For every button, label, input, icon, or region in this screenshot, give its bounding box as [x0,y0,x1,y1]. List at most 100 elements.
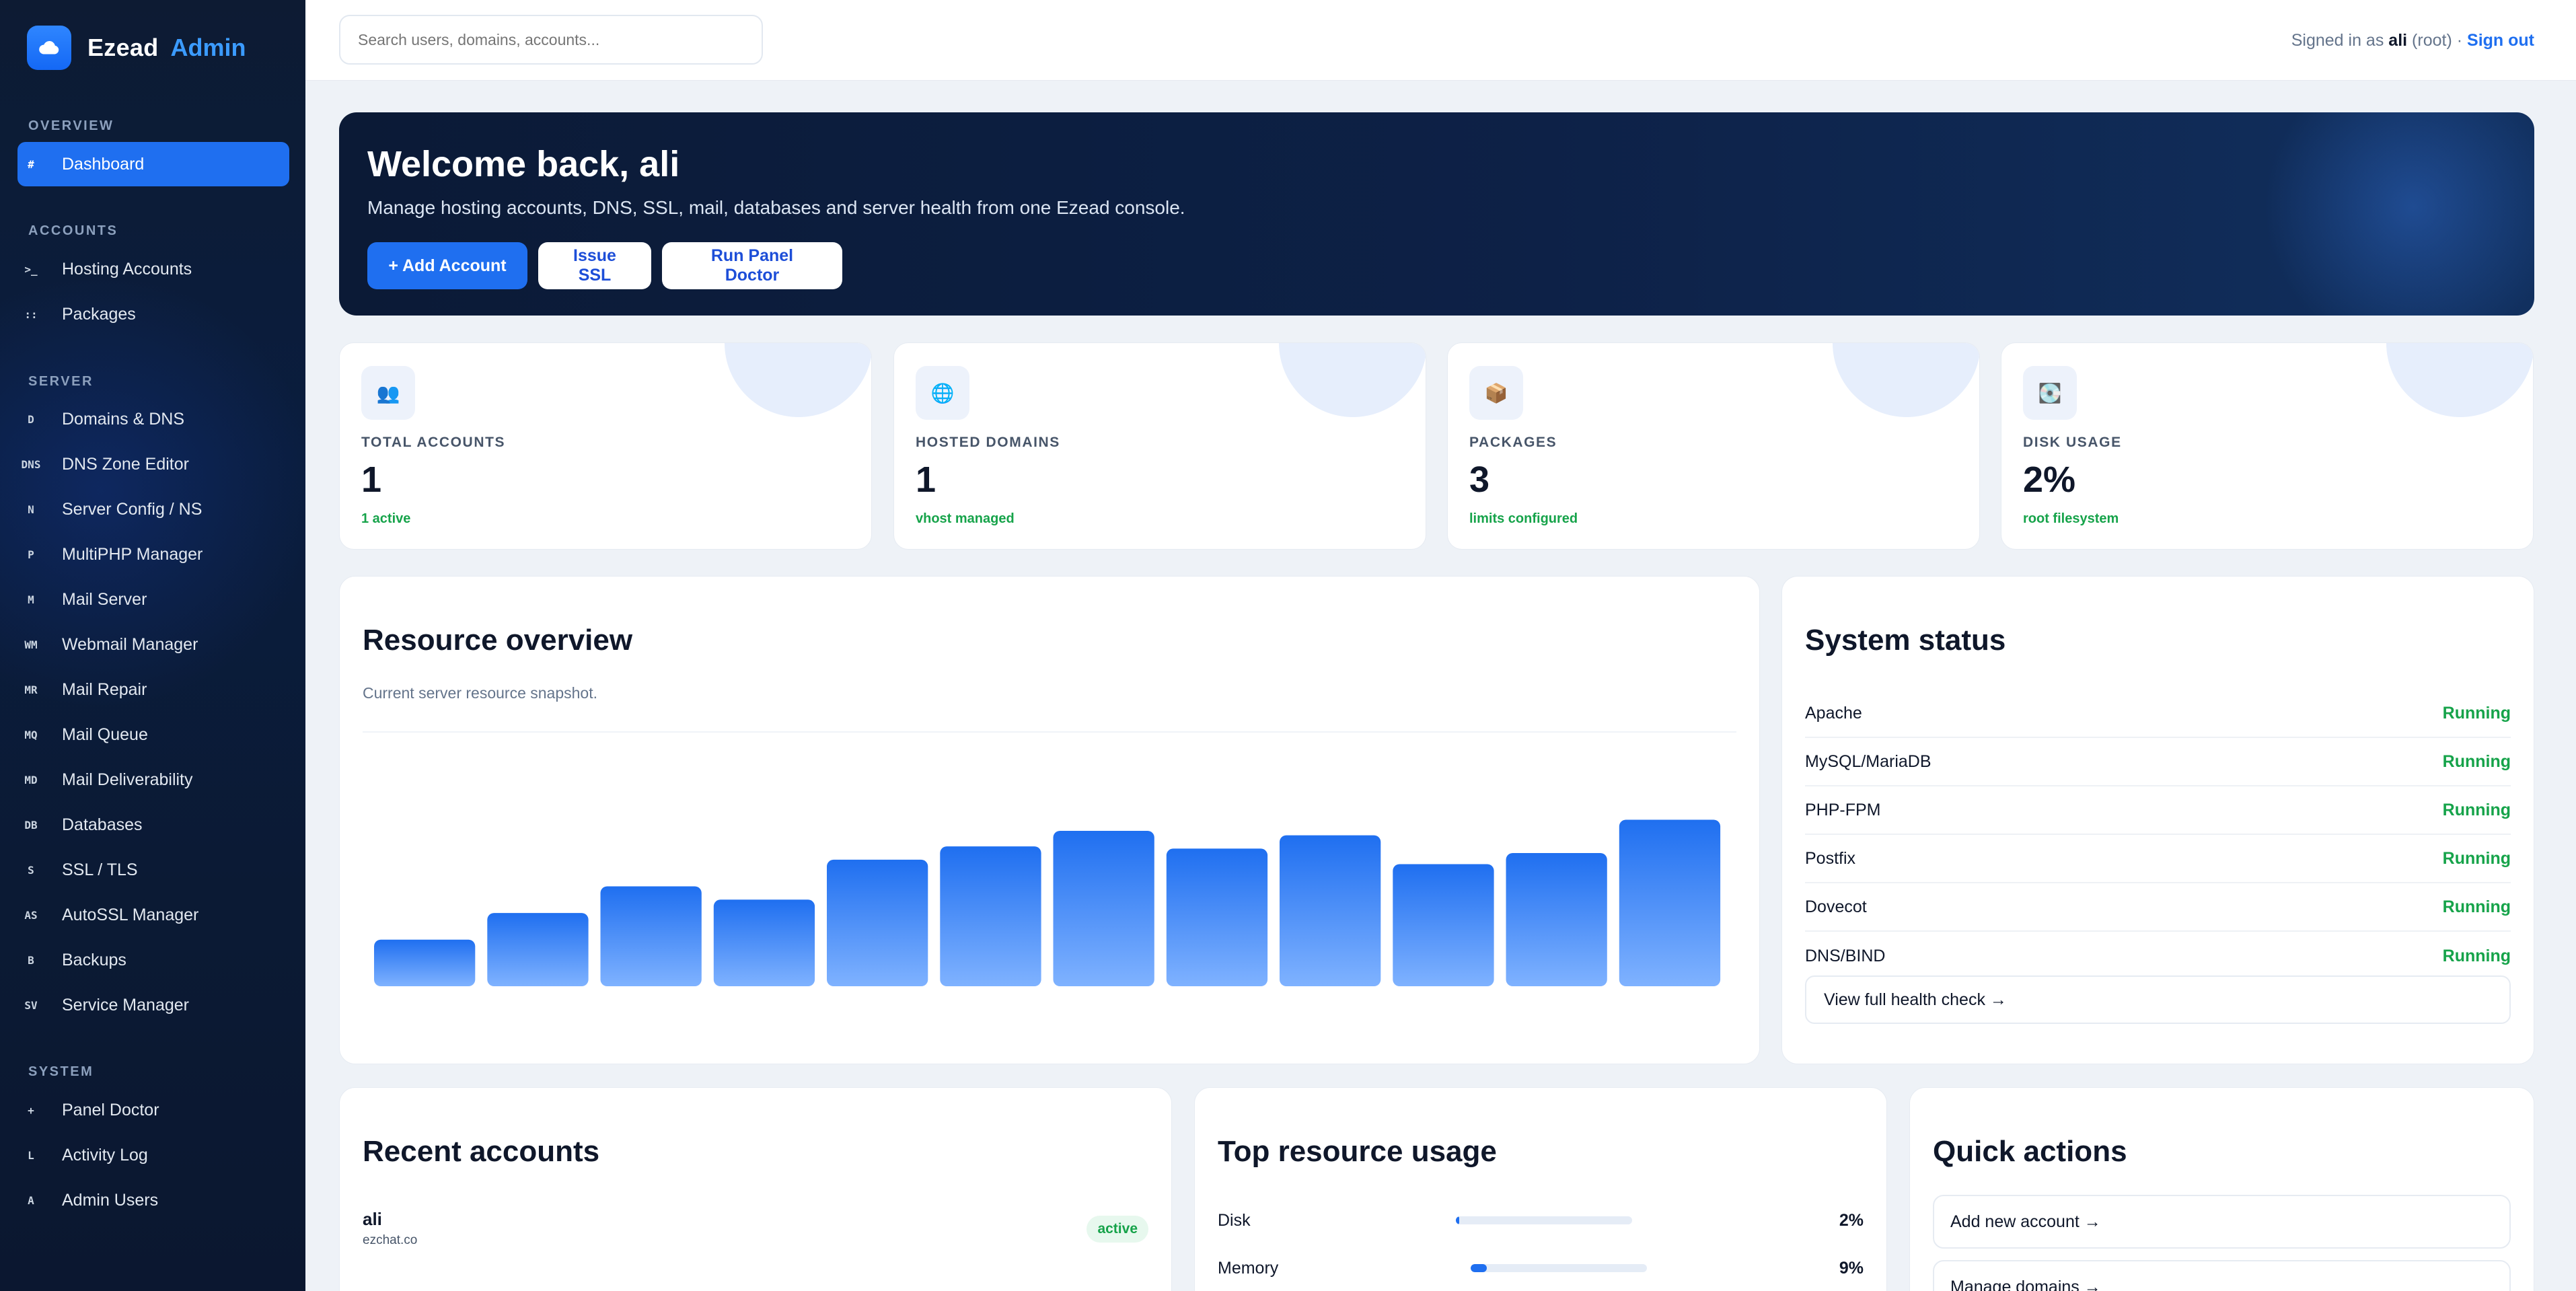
stat-card-hosted-domains[interactable]: 🌐 HOSTED DOMAINS 1 vhost managed [893,342,1426,550]
welcome-hero: Welcome back, ali Manage hosting account… [339,112,2534,316]
brand-name: Ezead [87,34,159,61]
sidebar-item-service-manager[interactable]: SV Service Manager [17,983,289,1027]
cloud-logo-icon [27,26,71,70]
sidebar-item-label: Admin Users [62,1190,159,1210]
add-new-account-action[interactable]: Add new account → [1933,1195,2511,1249]
nav-section-system: SYSTEM [28,1064,94,1079]
sidebar-item-databases[interactable]: DB Databases [17,803,289,847]
sidebar-item-server-config[interactable]: N Server Config / NS [17,487,289,531]
resource-overview-title: Resource overview [363,624,633,657]
sidebar-item-mail-repair[interactable]: MR Mail Repair [17,667,289,712]
sidebar-item-autossl-manager[interactable]: AS AutoSSL Manager [17,893,289,937]
sidebar-item-mail-server[interactable]: M Mail Server [17,577,289,622]
sidebar-item-admin-users[interactable]: A Admin Users [17,1178,289,1222]
package-icon: 📦 [1469,366,1523,420]
sidebar-item-backups[interactable]: B Backups [17,938,289,982]
issue-ssl-button[interactable]: Issue SSL [538,242,651,289]
service-name: PHP-FPM [1805,800,1881,819]
service-status: Running [2442,751,2511,771]
chart-bar [713,899,815,986]
signed-in-info: Signed in as ali (root) · Sign out [2291,0,2534,81]
chart-bar [1506,853,1607,986]
chart-bar [1053,831,1154,986]
nav-section-overview: OVERVIEW [28,118,114,133]
stat-note: 1 active [361,511,411,526]
status-badge: active [1087,1216,1148,1243]
account-name[interactable]: ali [363,1209,382,1229]
plus-icon: + [28,1103,34,1117]
sign-out-link[interactable]: Sign out [2467,31,2534,50]
divider [363,731,1736,733]
service-icon: SV [24,998,38,1012]
view-health-check-link[interactable]: View full health check → [1805,975,2511,1024]
sidebar-item-label: Mail Server [62,589,147,609]
sidebar-item-hosting-accounts[interactable]: >_ Hosting Accounts [17,247,289,291]
sidebar-item-ssl-tls[interactable]: S SSL / TLS [17,848,289,892]
search-input[interactable] [339,15,763,65]
sidebar-item-label: Webmail Manager [62,634,198,654]
chart-bar [1393,864,1494,986]
sidebar-item-label: AutoSSL Manager [62,905,199,924]
stat-label: PACKAGES [1469,435,1557,450]
stat-card-disk-usage[interactable]: 💽 DISK USAGE 2% root filesystem [2001,342,2534,550]
brand[interactable]: Ezead Admin [27,26,246,70]
mail-deliverability-icon: MD [24,773,38,786]
admin-icon: A [28,1193,34,1207]
recent-accounts-panel: Recent accounts ali ezchat.co active [339,1087,1172,1291]
topbar: Signed in as ali (root) · Sign out [305,0,2576,81]
sidebar-item-panel-doctor[interactable]: + Panel Doctor [17,1088,289,1132]
sidebar-item-label: Backups [62,950,126,969]
system-status-title: System status [1805,624,2006,657]
php-icon: P [28,548,34,561]
status-row-apache: Apache Running [1805,690,2511,738]
top-resource-usage-panel: Top resource usage Disk 2% Memory 9% [1194,1087,1887,1291]
nav-section-server: SERVER [28,374,94,389]
nameserver-icon: N [28,503,34,516]
signed-in-prefix: Signed in as [2291,31,2384,50]
sidebar-item-label: Hosting Accounts [62,259,192,279]
sidebar-item-packages[interactable]: :: Packages [17,292,289,336]
stat-note: vhost managed [916,511,1015,526]
welcome-subtitle: Manage hosting accounts, DNS, SSL, mail,… [367,197,1185,218]
sidebar-item-label: Activity Log [62,1145,148,1165]
log-icon: L [28,1148,34,1162]
resource-bar-chart [374,819,1721,986]
stat-card-packages[interactable]: 📦 PACKAGES 3 limits configured [1447,342,1980,550]
sidebar-item-label: Panel Doctor [62,1100,159,1119]
sidebar-item-label: Packages [62,304,136,324]
sidebar-item-label: MultiPHP Manager [62,544,203,564]
stat-value: 1 [361,459,382,500]
usage-progress-fill [1471,1264,1487,1272]
sidebar-item-label: Domains & DNS [62,409,184,429]
sidebar-item-mail-deliverability[interactable]: MD Mail Deliverability [17,758,289,802]
sidebar-item-label: Server Config / NS [62,499,203,519]
card-decoration [725,343,871,417]
add-account-button[interactable]: + Add Account [367,242,527,289]
status-row-php-fpm: PHP-FPM Running [1805,786,2511,835]
service-status: Running [2442,703,2511,723]
recent-accounts-title: Recent accounts [363,1135,600,1168]
stat-card-total-accounts[interactable]: 👥 TOTAL ACCOUNTS 1 1 active [339,342,872,550]
sidebar-item-dashboard[interactable]: # Dashboard [17,142,289,186]
sidebar-item-activity-log[interactable]: L Activity Log [17,1133,289,1177]
chart-bar [600,886,702,986]
sidebar-item-multiphp-manager[interactable]: P MultiPHP Manager [17,532,289,577]
sidebar-item-webmail-manager[interactable]: WM Webmail Manager [17,622,289,667]
quick-actions-panel: Quick actions Add new account → Manage d… [1909,1087,2534,1291]
sidebar-item-mail-queue[interactable]: MQ Mail Queue [17,712,289,757]
service-name: Postfix [1805,848,1856,868]
sidebar-item-label: SSL / TLS [62,860,138,879]
usage-label: Memory [1218,1259,1279,1278]
stat-label: HOSTED DOMAINS [916,435,1060,450]
database-icon: DB [24,818,38,832]
service-status: Running [2442,897,2511,916]
globe-icon: 🌐 [916,366,969,420]
sidebar-item-dns-zone-editor[interactable]: DNS DNS Zone Editor [17,442,289,486]
sidebar: Ezead Admin OVERVIEW # Dashboard ACCOUNT… [0,0,305,1291]
manage-domains-action[interactable]: Manage domains → [1933,1260,2511,1291]
domains-icon: D [28,412,34,426]
service-name: Apache [1805,703,1862,723]
chart-bar [1280,835,1381,986]
run-panel-doctor-button[interactable]: Run Panel Doctor [662,242,842,289]
sidebar-item-domains-dns[interactable]: D Domains & DNS [17,397,289,441]
